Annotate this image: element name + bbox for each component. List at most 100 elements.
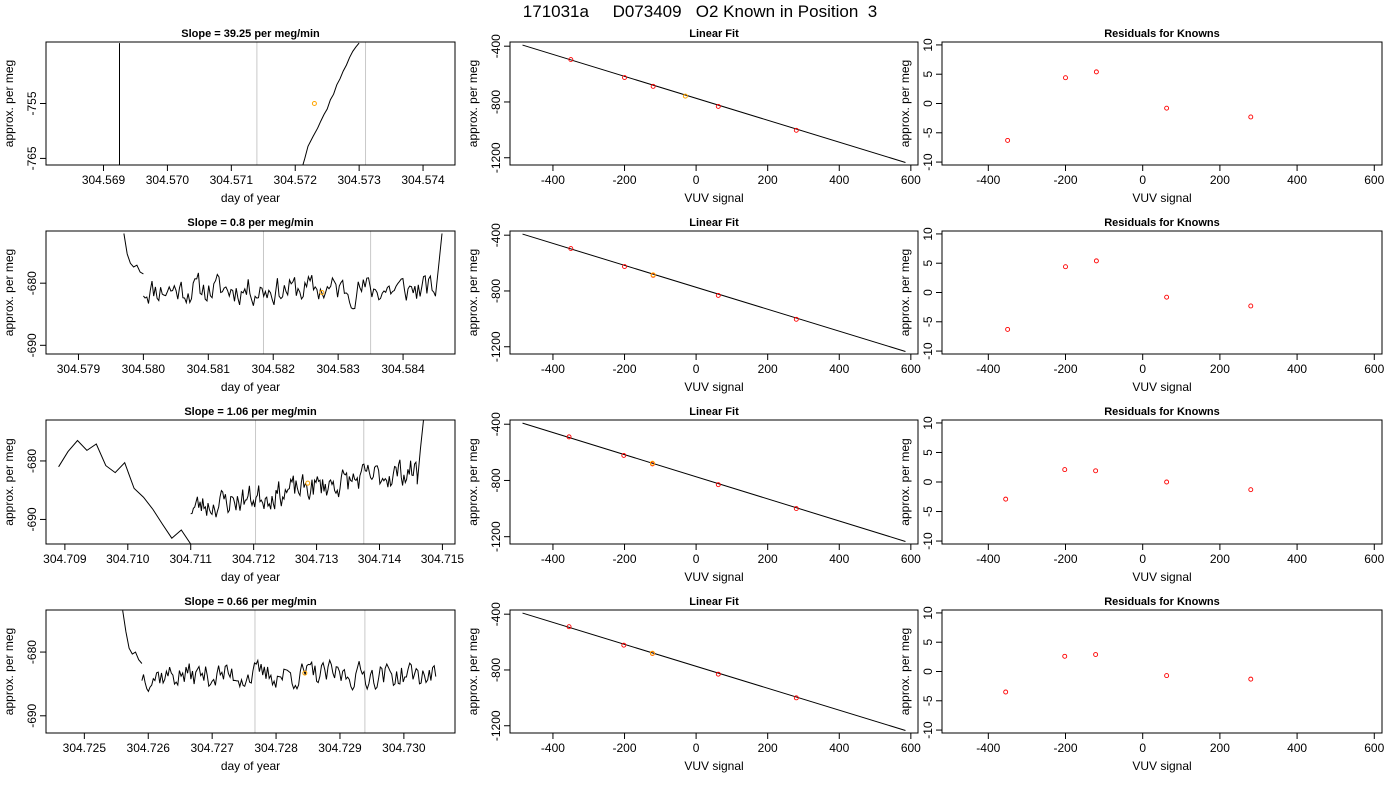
data-point — [1062, 653, 1068, 659]
data-point — [1062, 467, 1068, 473]
x-tick-label: 400 — [1287, 741, 1307, 755]
x-tick-label: 304.728 — [254, 741, 298, 755]
x-tick-label: 200 — [758, 173, 778, 187]
panel-title: Residuals for Knowns — [1104, 406, 1220, 418]
y-tick-label: -1200 — [489, 710, 503, 741]
x-tick-label: 304.569 — [82, 173, 126, 187]
y-tick-label: -800 — [489, 658, 503, 682]
x-tick-label: 0 — [1139, 741, 1146, 755]
plot-frame — [45, 230, 456, 355]
plot-frame — [509, 41, 919, 166]
y-tick-label: -400 — [489, 34, 503, 58]
y-tick-label: -5 — [921, 506, 935, 517]
y-tick-label: -10 — [921, 532, 935, 550]
x-tick-label: 304.582 — [252, 362, 296, 376]
x-tick-label: -400 — [541, 173, 565, 187]
panel-title: Slope = 1.06 per meg/min — [184, 406, 317, 418]
y-tick-label: 0 — [921, 100, 935, 107]
data-point — [566, 434, 572, 440]
y-tick-label: 0 — [921, 668, 935, 675]
data-point — [715, 671, 721, 677]
plot-frame — [509, 419, 919, 545]
x-tick-label: -400 — [541, 362, 565, 376]
panel-slope-1: 304.569 304.570 304.571 304.572 304.573 304.5… — [2, 28, 456, 205]
panel-fit-4: -400 -200 0 200 400 600 -400 -800 -1200 Linear Fi… — [466, 596, 921, 773]
y-tick-label: -800 — [489, 279, 503, 303]
y-tick-label: -800 — [489, 90, 503, 114]
y-axis-label: approx. per meg — [2, 438, 16, 525]
x-axis-label: VUV signal — [1132, 191, 1191, 205]
y-tick-label: -1200 — [489, 521, 503, 552]
x-tick-label: 304.583 — [316, 362, 360, 376]
x-tick-label: 600 — [1364, 362, 1384, 376]
x-tick-label: 0 — [693, 173, 700, 187]
x-tick-label: -200 — [613, 362, 637, 376]
y-axis-label: approx. per meg — [2, 628, 16, 715]
x-tick-label: 304.729 — [318, 741, 362, 755]
x-tick-label: -200 — [1053, 173, 1077, 187]
x-tick-label: 304.725 — [63, 741, 107, 755]
x-tick-label: 304.572 — [274, 173, 318, 187]
y-axis-label: approx. per meg — [898, 60, 912, 147]
x-tick-label: 200 — [758, 552, 778, 566]
y-tick-label: 10 — [921, 227, 935, 241]
data-point — [566, 624, 572, 630]
x-tick-label: -200 — [613, 552, 637, 566]
plot-frame — [941, 609, 1383, 734]
x-tick-label: -200 — [613, 173, 637, 187]
data-point — [1093, 652, 1099, 657]
plot-frame — [941, 41, 1383, 166]
y-tick-label: -690 — [25, 703, 39, 727]
data-point — [1003, 496, 1009, 502]
x-axis-label: VUV signal — [684, 191, 743, 205]
series-line — [123, 233, 144, 275]
data-point — [1003, 689, 1009, 695]
x-tick-label: 400 — [1287, 362, 1307, 376]
x-tick-label: 304.712 — [232, 552, 276, 566]
y-axis-label: approx. per meg — [2, 249, 16, 336]
y-axis-label: approx. per meg — [466, 60, 480, 147]
highlight-marker — [650, 272, 656, 278]
y-tick-label: -5 — [921, 127, 935, 138]
plot-area — [123, 231, 443, 354]
data-point — [1248, 676, 1254, 682]
data-point — [1005, 326, 1011, 332]
x-axis-label: VUV signal — [684, 570, 743, 584]
x-tick-label: 600 — [901, 362, 921, 376]
data-point — [1248, 114, 1254, 120]
x-tick-label: -400 — [976, 552, 1000, 566]
plot-area — [522, 44, 906, 163]
y-tick-label: -1200 — [489, 142, 503, 173]
noise-trace-line — [190, 420, 424, 518]
x-axis-label: VUV signal — [1132, 380, 1191, 394]
y-tick-label: -10 — [921, 721, 935, 739]
y-axis-label: approx. per meg — [466, 628, 480, 715]
highlight-marker — [649, 650, 655, 656]
x-tick-label: 400 — [829, 741, 849, 755]
plot-area — [1005, 258, 1254, 332]
y-tick-label: 10 — [921, 38, 935, 52]
x-tick-label: 200 — [1210, 173, 1230, 187]
highlight-marker — [682, 93, 688, 99]
y-tick-label: -680 — [25, 449, 39, 473]
noise-trace-line — [141, 658, 437, 693]
plot-frame — [941, 230, 1383, 355]
x-tick-label: 400 — [1287, 552, 1307, 566]
y-tick-label: -680 — [25, 271, 39, 295]
x-tick-label: 600 — [901, 173, 921, 187]
y-tick-label: -1200 — [489, 331, 503, 362]
y-tick-label: 10 — [921, 416, 935, 430]
data-point — [568, 246, 574, 252]
y-tick-label: -5 — [921, 316, 935, 327]
panel-slope-3: 304.709 304.710 304.711 304.712 304.713 304.7… — [2, 406, 464, 584]
data-point — [1063, 75, 1068, 81]
x-tick-label: 600 — [1364, 552, 1384, 566]
y-tick-label: 0 — [921, 478, 935, 485]
data-point — [1164, 673, 1170, 679]
panel-title: Slope = 0.66 per meg/min — [184, 596, 317, 608]
x-tick-label: 0 — [693, 741, 700, 755]
series-line — [122, 610, 143, 664]
data-point — [1164, 294, 1170, 300]
panel-residuals-4: -400 -200 0 200 400 600 10 5 0 -5 -10 Residuals for… — [898, 596, 1385, 773]
plot-area — [58, 420, 424, 544]
